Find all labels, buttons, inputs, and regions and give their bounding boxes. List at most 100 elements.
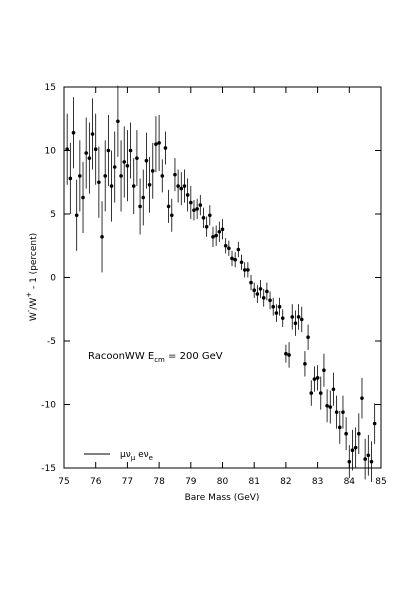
- data-point: [344, 431, 348, 436]
- y-tick-label: -10: [41, 400, 56, 410]
- y-tick-label: 15: [45, 83, 56, 93]
- data-point: [78, 174, 82, 178]
- data-point: [299, 317, 304, 322]
- data-point: [74, 213, 79, 218]
- data-point: [325, 403, 329, 408]
- data-point: [125, 163, 130, 168]
- data-point: [252, 288, 256, 293]
- x-tick-label: 78: [153, 477, 165, 487]
- data-point: [65, 147, 69, 152]
- data-point: [357, 431, 361, 436]
- data-point: [274, 311, 279, 315]
- data-point: [233, 257, 237, 262]
- data-point: [106, 148, 111, 153]
- data-point: [287, 353, 291, 357]
- data-point: [211, 235, 215, 239]
- data-point: [347, 459, 352, 464]
- data-point: [195, 207, 199, 211]
- data-point: [176, 184, 180, 188]
- data-point: [198, 203, 203, 207]
- data-point: [249, 280, 253, 285]
- x-tick-label: 77: [122, 477, 133, 487]
- data-point: [160, 174, 165, 178]
- x-tick-label: 75: [58, 477, 69, 487]
- data-point: [309, 391, 314, 395]
- data-point: [306, 335, 310, 339]
- data-point: [214, 233, 218, 238]
- x-tick-label: 81: [248, 477, 259, 487]
- data-point: [112, 165, 117, 169]
- data-point: [312, 377, 317, 381]
- y-axis-label: W-/W+ - 1 (percent): [25, 233, 39, 321]
- data-point: [144, 158, 149, 163]
- annotation: RacoonWW Ecm = 200 GeV: [88, 351, 223, 364]
- data-point: [103, 174, 108, 178]
- data-point: [71, 130, 76, 135]
- data-point: [189, 200, 193, 205]
- data-point: [169, 213, 174, 218]
- x-axis-label: Bare Mass (GeV): [185, 493, 260, 503]
- x-tick-label: 84: [344, 477, 356, 487]
- data-point: [337, 425, 342, 430]
- y-tick-label: 10: [45, 146, 57, 156]
- y-tick-label: 0: [50, 273, 56, 283]
- x-tick-label: 80: [217, 477, 229, 487]
- data-point: [334, 410, 339, 414]
- data-point: [360, 396, 364, 400]
- data-point: [87, 156, 92, 160]
- data-point: [353, 445, 358, 450]
- data-point: [192, 208, 196, 212]
- data-point: [242, 268, 247, 272]
- data-point: [284, 351, 288, 356]
- data-point: [166, 204, 171, 209]
- data-point: [277, 304, 282, 309]
- y-tick-label: -5: [47, 337, 56, 347]
- data-point: [109, 184, 114, 188]
- data-point: [97, 180, 101, 185]
- data-point: [239, 260, 244, 265]
- data-point: [280, 316, 285, 320]
- data-point: [303, 362, 307, 366]
- data-point: [271, 304, 276, 309]
- x-tick-label: 82: [280, 477, 291, 487]
- data-point: [315, 376, 320, 380]
- data-point: [122, 160, 127, 164]
- y-tick-label: 5: [50, 210, 56, 220]
- plot-frame: [63, 86, 382, 469]
- data-point: [173, 172, 177, 177]
- data-point: [261, 296, 266, 300]
- data-point: [131, 184, 136, 188]
- data-point: [154, 142, 158, 146]
- data-point: [236, 247, 241, 252]
- x-tick-label: 79: [185, 477, 197, 487]
- data-point: [322, 368, 326, 373]
- data-point: [185, 193, 190, 197]
- data-point: [93, 147, 98, 152]
- x-tick-label: 83: [312, 477, 323, 487]
- data-point: [230, 256, 234, 261]
- data-point: [138, 204, 142, 209]
- x-tick-label: 85: [375, 477, 386, 487]
- data-point: [128, 148, 133, 153]
- data-point: [246, 268, 250, 272]
- x-tick-label: 76: [90, 477, 102, 487]
- data-point: [135, 156, 139, 160]
- data-point: [369, 459, 374, 464]
- data-point: [201, 216, 206, 220]
- data-point: [100, 235, 104, 239]
- data-point: [179, 186, 184, 191]
- data-point: [68, 176, 73, 181]
- data-point: [223, 243, 228, 248]
- legend-label: μνμ eνe: [120, 450, 153, 463]
- data-point: [157, 141, 161, 145]
- data-point: [290, 315, 295, 319]
- data-point: [141, 195, 146, 200]
- data-point: [208, 213, 212, 218]
- data-point: [341, 410, 345, 414]
- data-point: [328, 405, 333, 409]
- data-point: [296, 315, 301, 319]
- data-point: [265, 289, 269, 294]
- data-point: [81, 195, 85, 200]
- data-point: [366, 453, 371, 458]
